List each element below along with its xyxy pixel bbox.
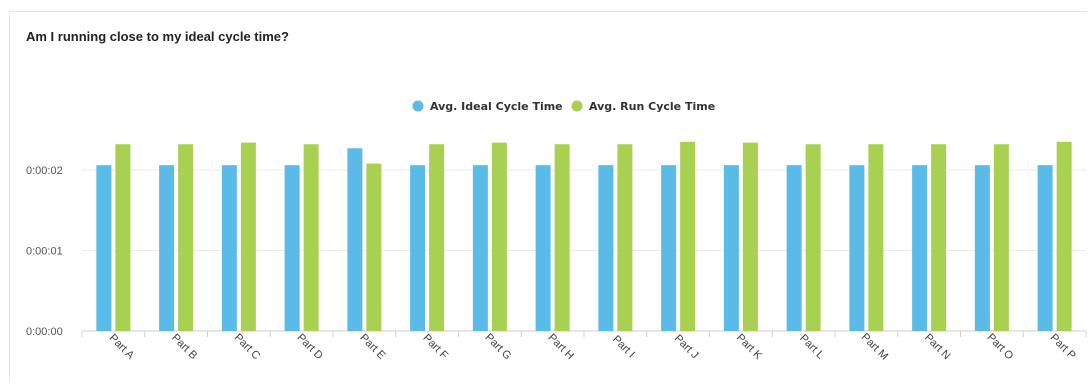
bar-run[interactable] [178, 144, 194, 331]
bar-run[interactable] [931, 144, 947, 331]
bar-run[interactable] [742, 142, 758, 331]
x-tick-label: Part L [797, 332, 826, 361]
x-tick-label: Part I [610, 333, 637, 360]
bar-run[interactable] [617, 144, 633, 331]
chart-title: Am I running close to my ideal cycle tim… [26, 29, 289, 44]
y-tick-label: 0:00:00 [26, 326, 63, 338]
bar-run[interactable] [680, 141, 696, 331]
bar-ideal[interactable] [535, 165, 551, 331]
bar-ideal[interactable] [912, 165, 928, 331]
legend-label-0[interactable]: Avg. Ideal Cycle Time [430, 100, 563, 113]
x-tick-label: Part M [859, 331, 890, 362]
x-tick-label: Part O [985, 331, 1016, 362]
legend-marker-0[interactable] [412, 100, 424, 112]
x-tick-label: Part K [734, 332, 765, 363]
bar-ideal[interactable] [661, 165, 677, 331]
x-tick-label: Part A [107, 332, 137, 362]
bar-run[interactable] [303, 144, 319, 331]
bar-run[interactable] [491, 142, 507, 331]
bar-run[interactable] [805, 144, 821, 331]
bar-run[interactable] [554, 144, 570, 331]
y-tick-label: 0:00:02 [26, 165, 63, 177]
bar-ideal[interactable] [723, 165, 739, 331]
x-tick-label: Part N [922, 332, 953, 363]
x-tick-label: Part H [545, 332, 576, 363]
legend-label-1[interactable]: Avg. Run Cycle Time [589, 100, 715, 113]
bar-ideal[interactable] [786, 165, 802, 331]
bar-ideal[interactable] [159, 165, 175, 331]
x-tick-label: Part J [672, 332, 701, 361]
bar-run[interactable] [429, 144, 445, 331]
bar-ideal[interactable] [1037, 165, 1053, 331]
x-tick-label: Part P [1048, 332, 1078, 362]
bar-ideal[interactable] [849, 165, 865, 331]
x-tick-label: Part C [232, 332, 263, 363]
bar-run[interactable] [1056, 141, 1072, 331]
bar-run[interactable] [993, 144, 1009, 331]
bar-ideal[interactable] [410, 165, 426, 331]
y-tick-label: 0:00:01 [26, 246, 63, 258]
x-tick-label: Part D [294, 332, 325, 363]
legend-marker-1[interactable] [571, 100, 583, 112]
bar-ideal[interactable] [598, 165, 614, 331]
bar-ideal[interactable] [96, 165, 112, 331]
bar-ideal[interactable] [221, 165, 237, 331]
bar-run[interactable] [868, 144, 884, 331]
x-tick-label: Part B [169, 332, 199, 362]
bar-ideal[interactable] [974, 165, 990, 331]
x-tick-label: Part E [357, 332, 387, 362]
bar-ideal[interactable] [284, 165, 300, 331]
x-tick-label: Part F [420, 332, 450, 362]
x-tick-label: Part G [483, 331, 514, 362]
bar-run[interactable] [240, 142, 256, 331]
bar-ideal[interactable] [347, 148, 363, 331]
bar-ideal[interactable] [472, 165, 488, 331]
bar-run[interactable] [366, 163, 382, 331]
bar-run[interactable] [115, 144, 131, 331]
